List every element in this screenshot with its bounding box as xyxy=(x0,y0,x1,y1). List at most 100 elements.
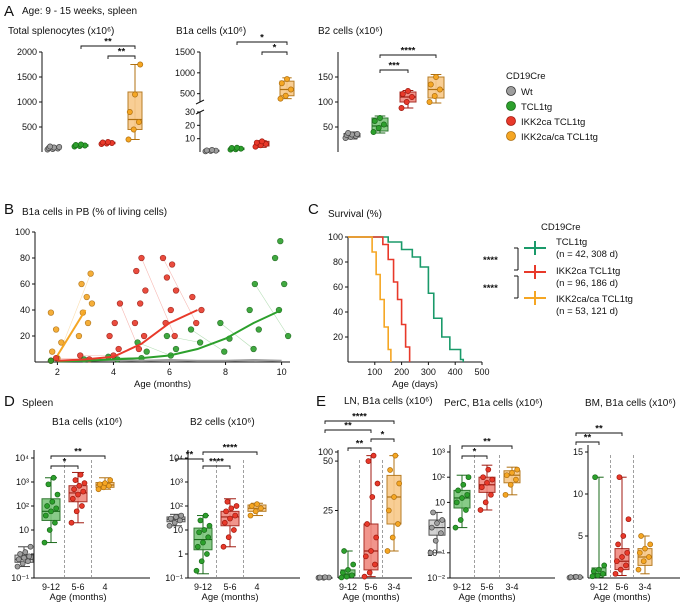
data-point xyxy=(338,574,345,581)
data-point xyxy=(624,549,631,556)
x-tick-label: 400 xyxy=(448,367,463,377)
data-point xyxy=(370,452,377,459)
x-category-label: 3-4 xyxy=(638,582,651,592)
data-point xyxy=(171,519,178,526)
chart-title: B2 cells (x10⁶) xyxy=(190,417,255,428)
x-category-label: 3-4 xyxy=(505,582,518,592)
data-point xyxy=(646,554,652,560)
sig-label: ** xyxy=(104,37,112,48)
sig-label: **** xyxy=(223,443,238,454)
sig-bracket xyxy=(324,429,372,433)
data-point xyxy=(142,287,149,294)
data-point xyxy=(73,508,80,515)
sig-bracket xyxy=(175,458,204,462)
data-point xyxy=(480,474,486,481)
legend-a-title: CD19Cre xyxy=(506,71,546,82)
data-point xyxy=(19,560,26,567)
data-point xyxy=(143,348,150,355)
data-point xyxy=(187,326,195,333)
x-category-label: 4 xyxy=(102,582,107,592)
sig-label: * xyxy=(473,447,477,458)
x-category-label: 3-4 xyxy=(387,582,400,592)
data-point xyxy=(366,569,373,576)
y-tick-label: 10⁻² xyxy=(427,573,445,583)
data-point xyxy=(277,95,284,102)
data-point xyxy=(116,300,124,307)
chart-spleen-b2: B2 cells (x10⁶) 10⁻¹ 1 10 10² 10³ 10⁴ 9-12 5-6 4A… xyxy=(165,417,300,603)
data-point xyxy=(46,527,53,533)
data-point xyxy=(431,93,438,99)
data-point xyxy=(69,495,76,502)
x-category-label: 5-6 xyxy=(480,582,493,592)
data-point xyxy=(284,332,292,340)
y-tick-label: 10³ xyxy=(16,477,29,487)
survival-curve-green_survival xyxy=(348,236,465,362)
data-point xyxy=(623,562,629,569)
legend-c-title: CD19Cre xyxy=(541,222,581,233)
data-point xyxy=(368,548,374,554)
data-point xyxy=(96,481,103,488)
data-point xyxy=(489,476,496,483)
y-tick-label: 100 xyxy=(318,447,333,457)
y-tick-label: 1 xyxy=(178,549,183,559)
legend-c: CD19Cre **** **** TCL1tg (n = 42, 308 d)… xyxy=(483,222,633,317)
legend-a-marker-tcl1 xyxy=(506,101,516,111)
data-point xyxy=(251,280,259,288)
legend-c-item-ikk2ca: IKK2ca TCL1tg xyxy=(556,266,620,277)
y-tick-label: 10 xyxy=(185,134,195,144)
chart-title: B1a cells (x10⁶) xyxy=(176,26,246,37)
data-point xyxy=(371,118,378,124)
data-point xyxy=(166,522,173,529)
data-point xyxy=(159,254,167,262)
data-point xyxy=(137,61,144,68)
y-tick-label: 10 xyxy=(19,525,29,535)
data-point xyxy=(589,573,596,580)
data-point xyxy=(178,512,185,519)
y-tick-label: 100 xyxy=(15,227,30,237)
data-point xyxy=(592,474,598,481)
data-point xyxy=(15,556,22,563)
data-point xyxy=(49,348,56,355)
x-axis-label: Age (days) xyxy=(392,379,438,390)
y-tick-label: 500 xyxy=(22,122,37,132)
data-point xyxy=(396,480,403,487)
data-point xyxy=(369,494,376,500)
sig-bracket xyxy=(379,54,437,58)
data-point xyxy=(44,503,50,509)
legend-c-item-tcl1: TCL1tg xyxy=(556,237,587,248)
sig-label: **** xyxy=(209,457,224,468)
data-point xyxy=(205,534,212,541)
y-tick-label: 10³ xyxy=(170,477,183,487)
data-point xyxy=(427,81,434,88)
data-point xyxy=(278,80,285,87)
x-axis-label: Age (months) xyxy=(458,592,515,603)
data-point xyxy=(640,558,647,565)
sig-label: ** xyxy=(186,450,194,461)
legend-c-sig-1: **** xyxy=(483,255,498,266)
sig-bracket xyxy=(575,441,600,445)
data-point xyxy=(49,498,56,505)
sig-label: ** xyxy=(356,439,364,450)
y-tick-label: 1000 xyxy=(17,97,37,107)
data-point xyxy=(132,91,138,98)
data-point xyxy=(52,326,60,333)
data-point xyxy=(83,293,90,301)
data-point xyxy=(204,551,210,557)
x-tick-label: 6 xyxy=(167,367,172,377)
data-point xyxy=(217,319,224,327)
chart-title: Total splenocytes (x10⁶) xyxy=(8,26,114,37)
y-tick-label: 100 xyxy=(318,97,333,107)
data-point xyxy=(453,499,460,506)
x-category-label: 4 xyxy=(254,582,259,592)
data-point xyxy=(252,508,259,515)
data-point xyxy=(377,115,383,121)
data-point xyxy=(438,530,444,537)
data-point xyxy=(125,136,132,143)
data-point xyxy=(430,509,436,516)
legend-c-sig-2: **** xyxy=(483,283,498,294)
data-point xyxy=(107,477,114,483)
data-point xyxy=(484,479,490,486)
data-point xyxy=(246,306,253,314)
data-point xyxy=(322,574,328,581)
